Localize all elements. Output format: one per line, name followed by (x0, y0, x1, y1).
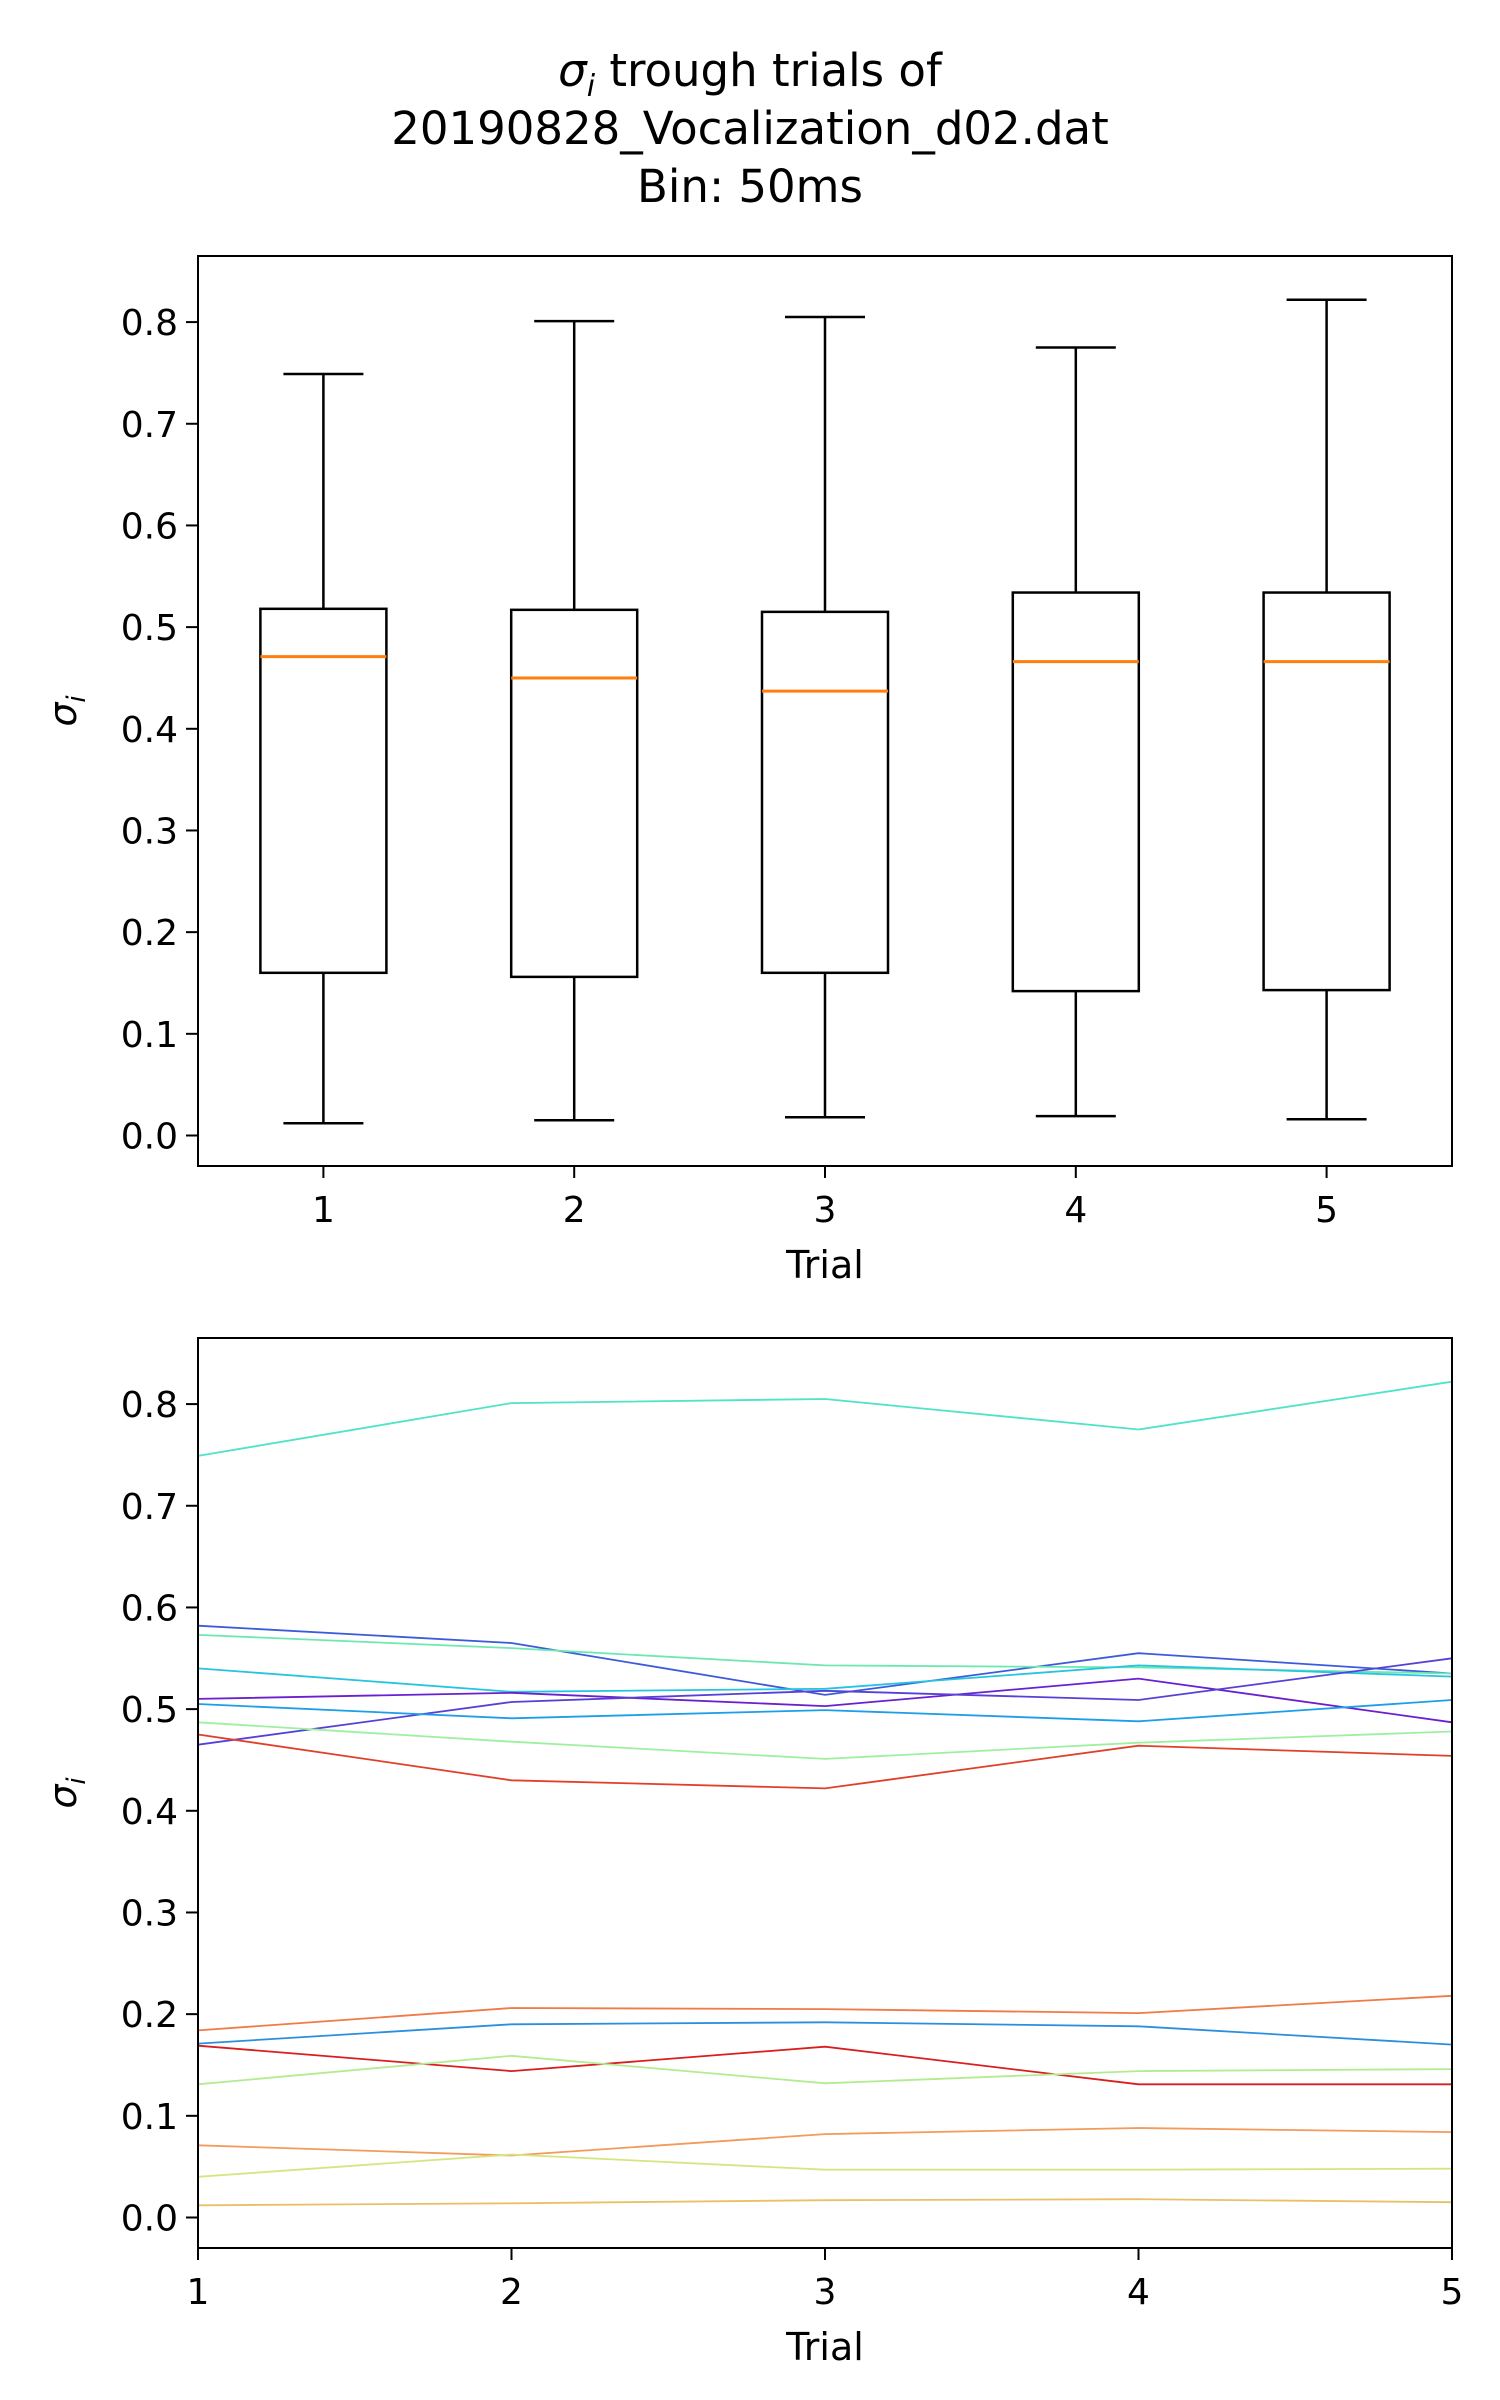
lineplot-axes: 0.0 0.1 0.2 0.3 0.4 0.5 0.6 0.7 0.8 σi 1 2 3 4 5 Trial (41, 1337, 1464, 2369)
y-axis-label-symbol: σ (41, 1783, 85, 1809)
x-tick-label: 1 (312, 1190, 335, 1231)
iqr-box (1011, 591, 1141, 993)
series-line-6 (197, 1657, 1453, 1746)
series-line-15 (197, 2153, 1453, 2178)
series-line-5 (197, 1677, 1453, 1724)
box-trial-3 (760, 315, 890, 1119)
y-tick-label: 0.7 (121, 405, 178, 446)
x-axis-label: Trial (785, 2325, 864, 2369)
y-tick-label: 0.8 (121, 303, 178, 344)
y-tick-label: 0.3 (121, 811, 178, 852)
series-line-8 (197, 1721, 1453, 1760)
y-tick-label: 0.1 (121, 2097, 178, 2138)
series-line-3 (197, 1634, 1453, 1675)
series-line-2 (197, 1624, 1453, 1696)
x-tick-label: 4 (1127, 2272, 1150, 2313)
x-tick-label: 5 (1441, 2272, 1464, 2313)
y-tick-label: 0.2 (121, 913, 178, 954)
iqr-box (259, 607, 388, 975)
figure-title-line-1: σi trough trials of (558, 44, 943, 104)
iqr-box (1262, 591, 1391, 992)
y-tick-label: 0.1 (121, 1015, 178, 1056)
series-line-7 (197, 1699, 1453, 1723)
series-line-12 (197, 2044, 1452, 2086)
series-line-14 (197, 2127, 1453, 2157)
x-axis-label: Trial (785, 1243, 864, 1287)
iqr-box (509, 608, 639, 979)
series-line-13 (197, 2054, 1453, 2086)
figure-title-line-2: 20190828_Vocalization_d02.dat (391, 102, 1109, 155)
y-tick-label: 0.3 (121, 1893, 178, 1934)
box-trial-2 (509, 319, 639, 1122)
y-tick-label: 0.7 (121, 1487, 178, 1528)
y-tick-label: 0.6 (121, 506, 178, 547)
y-axis-label-subscript: i (62, 695, 92, 703)
y-tick-label: 0.5 (121, 608, 178, 649)
y-tick-label: 0.4 (121, 710, 178, 751)
y-tick-label: 0.4 (121, 1792, 178, 1833)
iqr-box (760, 610, 890, 975)
series-line-10 (197, 1994, 1453, 2032)
box-trial-5 (1262, 298, 1391, 1121)
series-line-4 (197, 1664, 1453, 1693)
series-line-11 (197, 2021, 1453, 2046)
x-tick-label: 3 (814, 2272, 837, 2313)
figure-title-line-3: Bin: 50ms (637, 160, 863, 213)
y-axis-label: σi (41, 695, 92, 727)
series-line-9 (197, 1733, 1453, 1790)
y-axis-label: σi (41, 1777, 92, 1809)
box-trial-1 (259, 372, 388, 1125)
boxplot-axes: 0.0 0.1 0.2 0.3 0.4 0.5 0.6 0.7 0.8 σi 1 2 3 4 5 Trial (41, 255, 1453, 1287)
x-tick-label: 2 (563, 1190, 586, 1231)
y-tick-label: 0.5 (121, 1690, 178, 1731)
y-tick-label: 0.8 (121, 1385, 178, 1426)
y-tick-label: 0.6 (121, 1588, 178, 1629)
y-tick-label: 0.0 (121, 1116, 178, 1157)
y-axis-label-subscript: i (62, 1777, 92, 1785)
box-trial-4 (1011, 346, 1141, 1118)
y-axis-label-symbol: σ (41, 701, 85, 727)
y-tick-label: 0.0 (121, 2198, 178, 2239)
x-tick-label: 3 (814, 1190, 837, 1231)
x-tick-label: 2 (500, 2272, 523, 2313)
axes-frame (197, 1337, 1453, 2249)
x-tick-label: 5 (1315, 1190, 1338, 1231)
x-tick-label: 4 (1064, 1190, 1087, 1231)
y-tick-label: 0.2 (121, 1995, 178, 2036)
x-tick-label: 1 (187, 2272, 210, 2313)
series-line-1 (197, 1380, 1453, 1457)
series-line-16 (197, 2198, 1453, 2207)
